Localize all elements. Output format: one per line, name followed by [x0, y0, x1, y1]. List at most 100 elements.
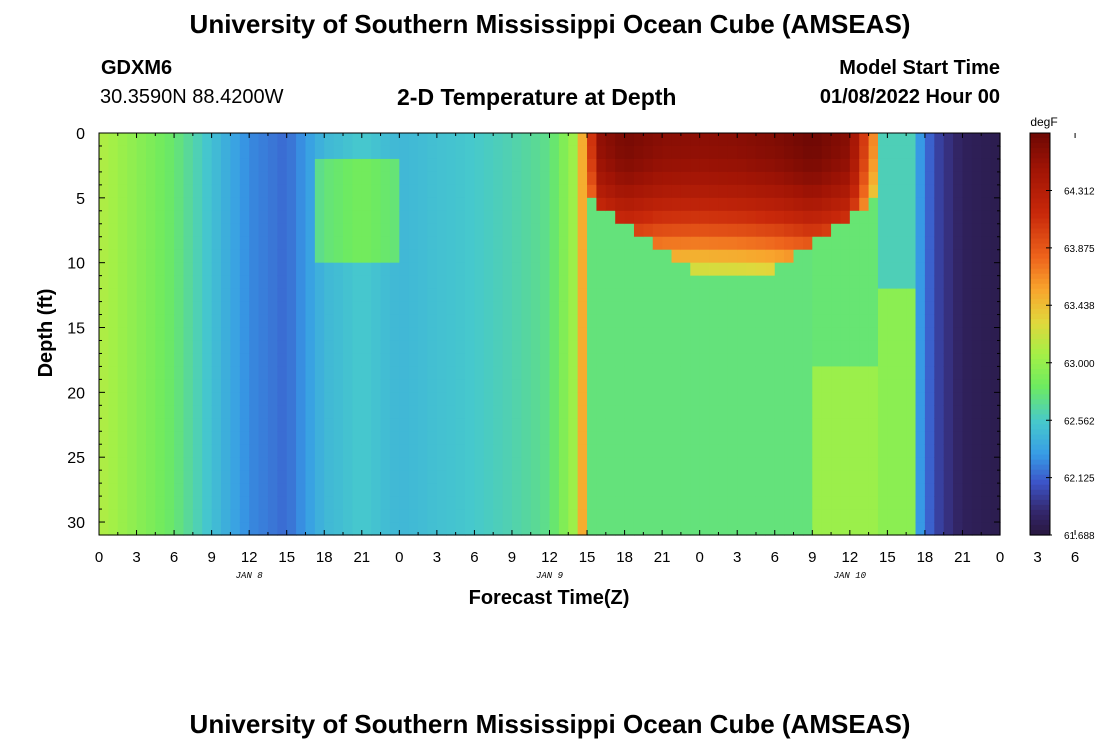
heatmap-cell [108, 223, 119, 238]
heatmap-cell [962, 509, 973, 523]
heatmap-cell [990, 353, 1001, 368]
heatmap-cell [633, 509, 644, 523]
heatmap-cell [277, 379, 288, 393]
heatmap-cell [793, 133, 804, 147]
heatmap-cell [690, 314, 701, 329]
heatmap-cell [643, 275, 654, 290]
heatmap-cell [840, 483, 851, 497]
heatmap-cell [587, 197, 598, 212]
heatmap-cell [155, 340, 166, 355]
heatmap-cell [765, 145, 776, 160]
heatmap-cell [840, 522, 851, 536]
heatmap-cell [549, 236, 560, 251]
heatmap-cell [164, 509, 175, 523]
heatmap-cell [521, 509, 532, 523]
heatmap-cell [887, 288, 898, 303]
heatmap-cell [633, 470, 644, 484]
heatmap-cell [371, 392, 382, 406]
heatmap-cell [812, 392, 823, 406]
heatmap-cell [221, 158, 231, 173]
heatmap-cell [239, 184, 250, 199]
colorbar-labels: 64.31263.87563.43863.00062.56262.12561.6… [1064, 187, 1095, 542]
heatmap-cell [277, 522, 288, 536]
heatmap-cell [145, 509, 156, 523]
heatmap-cell [145, 275, 156, 290]
heatmap-cell [446, 483, 457, 497]
heatmap-cell [709, 145, 720, 160]
heatmap-cell [680, 301, 691, 316]
heatmap-cell [521, 353, 532, 368]
heatmap-cell [624, 236, 635, 251]
heatmap-cell [211, 210, 222, 225]
heatmap-cell [465, 158, 476, 173]
heatmap-cell [709, 133, 720, 147]
heatmap-cell [690, 262, 701, 277]
heatmap-cell [680, 197, 691, 212]
heatmap-cell [164, 236, 175, 251]
heatmap-cell [896, 133, 907, 147]
heatmap-cell [371, 145, 382, 160]
heatmap-cell [493, 483, 504, 497]
heatmap-cell [521, 314, 532, 329]
heatmap-cell [530, 327, 541, 342]
heatmap-cell [793, 353, 804, 368]
heatmap-cell [230, 496, 241, 510]
heatmap-cell [802, 392, 813, 406]
heatmap-cell [155, 133, 166, 147]
heatmap-cell [361, 444, 372, 458]
heatmap-cell [652, 522, 663, 536]
heatmap-cell [662, 444, 673, 458]
heatmap-cell [906, 483, 917, 497]
heatmap-cell [840, 379, 851, 393]
heatmap-cell [633, 236, 644, 251]
heatmap-cell [502, 353, 513, 368]
heatmap-cell [164, 262, 175, 277]
heatmap-cell [727, 444, 738, 458]
heatmap-cell [943, 392, 954, 406]
heatmap-cell [943, 327, 954, 342]
heatmap-cell [99, 340, 109, 355]
heatmap-cell [361, 133, 372, 147]
heatmap-cell [314, 184, 325, 199]
heatmap-cell [202, 418, 213, 432]
heatmap-cell [436, 496, 447, 510]
page-title: University of Southern Mississippi Ocean… [189, 9, 911, 39]
heatmap-cell [643, 184, 654, 199]
heatmap-cell [615, 275, 626, 290]
heatmap-cell [699, 145, 710, 160]
heatmap-cell [511, 418, 522, 432]
heatmap-cell [802, 353, 813, 368]
heatmap-cell [371, 184, 382, 199]
heatmap-cell [596, 275, 607, 290]
heatmap-cell [877, 509, 888, 523]
heatmap-cell [915, 431, 926, 445]
heatmap-cell [652, 184, 663, 199]
heatmap-cell [418, 522, 429, 536]
heatmap-cell [221, 392, 231, 406]
heatmap-cell [549, 158, 560, 173]
heatmap-cell [221, 418, 231, 432]
heatmap-cell [718, 223, 729, 238]
heatmap-cell [164, 158, 175, 173]
heatmap-cell [249, 171, 260, 186]
colorbar-segment [1030, 308, 1050, 315]
heatmap-cell [155, 405, 166, 419]
heatmap-cell [840, 418, 851, 432]
heatmap-cell [737, 392, 748, 406]
heatmap-cell [277, 418, 288, 432]
heatmap-cell [568, 457, 579, 471]
heatmap-cell [643, 288, 654, 303]
heatmap-cell [915, 457, 926, 471]
heatmap-cell [558, 288, 569, 303]
heatmap-cell [249, 327, 260, 342]
heatmap-cell [436, 509, 447, 523]
heatmap-cell [662, 522, 673, 536]
heatmap-cell [746, 379, 757, 393]
heatmap-cell [305, 249, 316, 264]
heatmap-cell [474, 483, 485, 497]
heatmap-cell [333, 405, 344, 419]
heatmap-cell [483, 379, 494, 393]
heatmap-cell [371, 223, 382, 238]
heatmap-cell [174, 483, 185, 497]
heatmap-cell [99, 223, 109, 238]
